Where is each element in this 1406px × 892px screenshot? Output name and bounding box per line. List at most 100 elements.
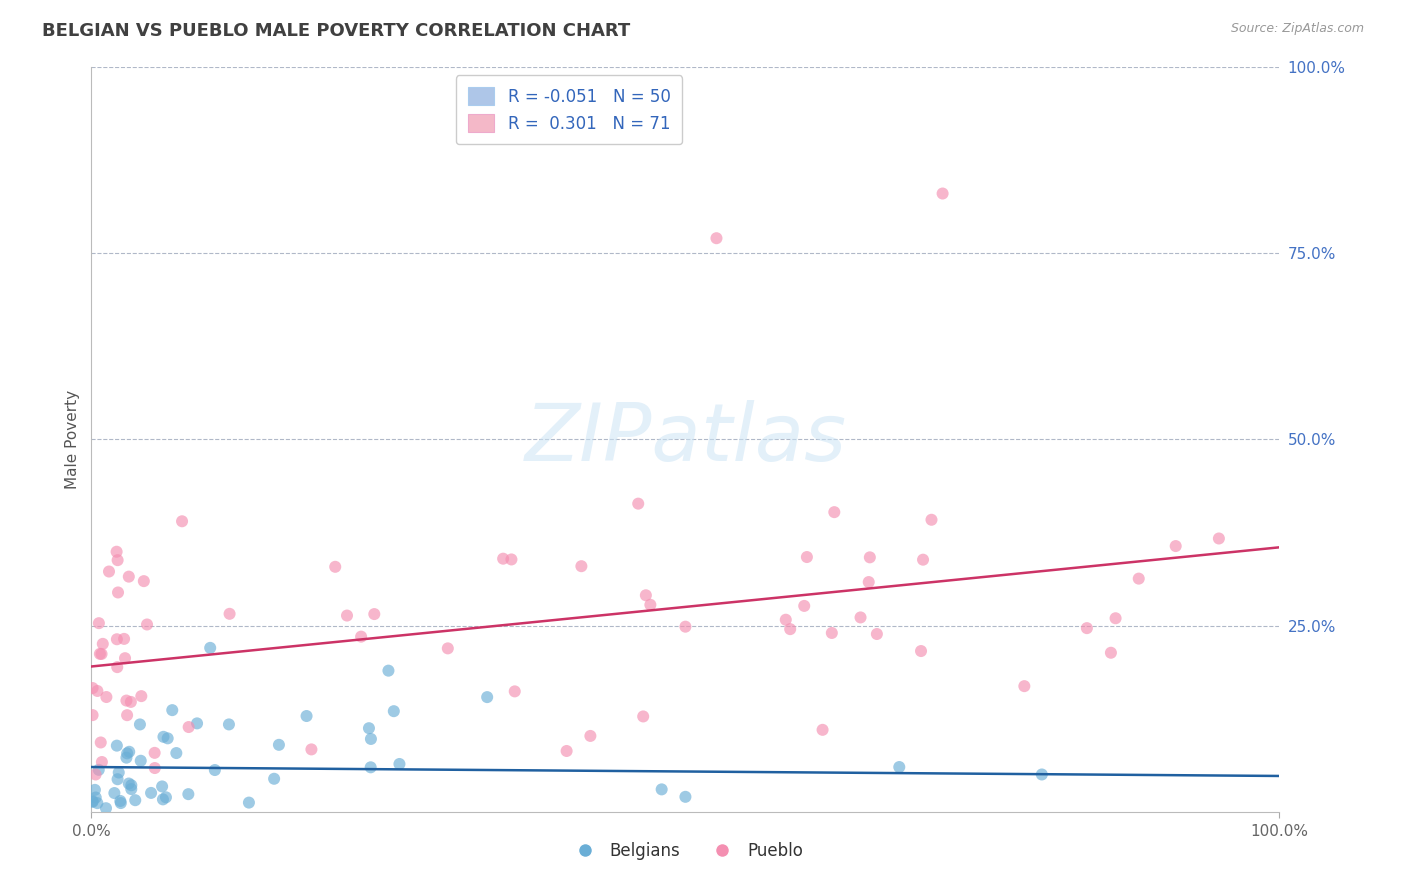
Point — [82, 681, 104, 695]
Point — [388, 756, 411, 771]
Point — [350, 630, 373, 644]
Point — [200, 640, 222, 655]
Point — [363, 607, 385, 621]
Point — [360, 731, 382, 746]
Point — [360, 760, 382, 774]
Point — [866, 627, 889, 641]
Point — [1164, 539, 1187, 553]
Point — [911, 552, 934, 566]
Point — [706, 231, 728, 245]
Point — [859, 550, 882, 565]
Point — [910, 644, 932, 658]
Point — [651, 782, 673, 797]
Point — [115, 750, 138, 764]
Point — [115, 693, 138, 707]
Point — [165, 746, 187, 760]
Point — [118, 776, 141, 790]
Point — [96, 690, 118, 704]
Point — [775, 613, 797, 627]
Point — [86, 684, 108, 698]
Point — [1014, 679, 1036, 693]
Point — [152, 730, 174, 744]
Point — [136, 617, 159, 632]
Point — [94, 801, 117, 815]
Point — [107, 765, 129, 780]
Point — [204, 763, 226, 777]
Text: Source: ZipAtlas.com: Source: ZipAtlas.com — [1230, 22, 1364, 36]
Point — [1099, 646, 1122, 660]
Point — [779, 622, 801, 636]
Point — [110, 794, 132, 808]
Point — [105, 660, 128, 674]
Point — [492, 551, 515, 566]
Point — [89, 647, 111, 661]
Point — [120, 782, 142, 797]
Point — [821, 626, 844, 640]
Y-axis label: Male Poverty: Male Poverty — [65, 390, 80, 489]
Point — [118, 569, 141, 583]
Point — [475, 690, 498, 705]
Point — [177, 720, 200, 734]
Point — [1128, 572, 1150, 586]
Point — [124, 793, 146, 807]
Point — [377, 664, 399, 678]
Point — [823, 505, 845, 519]
Point — [91, 637, 114, 651]
Point — [84, 767, 107, 781]
Point — [357, 721, 380, 735]
Point — [793, 599, 815, 613]
Point — [323, 559, 346, 574]
Point — [90, 647, 112, 661]
Point — [82, 795, 104, 809]
Point — [105, 739, 128, 753]
Point — [796, 549, 818, 564]
Point — [627, 497, 650, 511]
Point — [83, 783, 105, 797]
Point — [295, 709, 318, 723]
Point — [858, 575, 880, 590]
Point — [110, 796, 132, 810]
Point — [150, 780, 173, 794]
Point — [129, 717, 152, 731]
Point — [503, 684, 526, 698]
Point — [139, 786, 162, 800]
Point — [86, 796, 108, 810]
Point — [112, 632, 135, 646]
Point — [382, 704, 405, 718]
Legend: Belgians, Pueblo: Belgians, Pueblo — [561, 836, 810, 867]
Point — [1104, 611, 1126, 625]
Point — [115, 708, 138, 723]
Point — [263, 772, 285, 786]
Point — [634, 588, 657, 602]
Point — [105, 545, 128, 559]
Point — [90, 735, 112, 749]
Point — [238, 796, 260, 810]
Point — [849, 610, 872, 624]
Point — [931, 186, 953, 201]
Point — [267, 738, 290, 752]
Point — [143, 746, 166, 760]
Point — [90, 755, 112, 769]
Point — [1031, 767, 1053, 781]
Point — [571, 559, 593, 574]
Point — [107, 772, 129, 787]
Point — [336, 608, 359, 623]
Point — [118, 745, 141, 759]
Point — [177, 787, 200, 801]
Point — [87, 763, 110, 777]
Point — [436, 641, 458, 656]
Point — [673, 789, 696, 804]
Point — [120, 695, 142, 709]
Point — [105, 632, 128, 647]
Point — [115, 747, 138, 761]
Point — [120, 778, 142, 792]
Point — [84, 790, 107, 805]
Point — [218, 607, 240, 621]
Point — [131, 689, 153, 703]
Text: BELGIAN VS PUEBLO MALE POVERTY CORRELATION CHART: BELGIAN VS PUEBLO MALE POVERTY CORRELATI… — [42, 22, 630, 40]
Point — [103, 786, 125, 800]
Point — [132, 574, 155, 589]
Text: ZIPatlas: ZIPatlas — [524, 401, 846, 478]
Point — [1076, 621, 1098, 635]
Point — [156, 731, 179, 746]
